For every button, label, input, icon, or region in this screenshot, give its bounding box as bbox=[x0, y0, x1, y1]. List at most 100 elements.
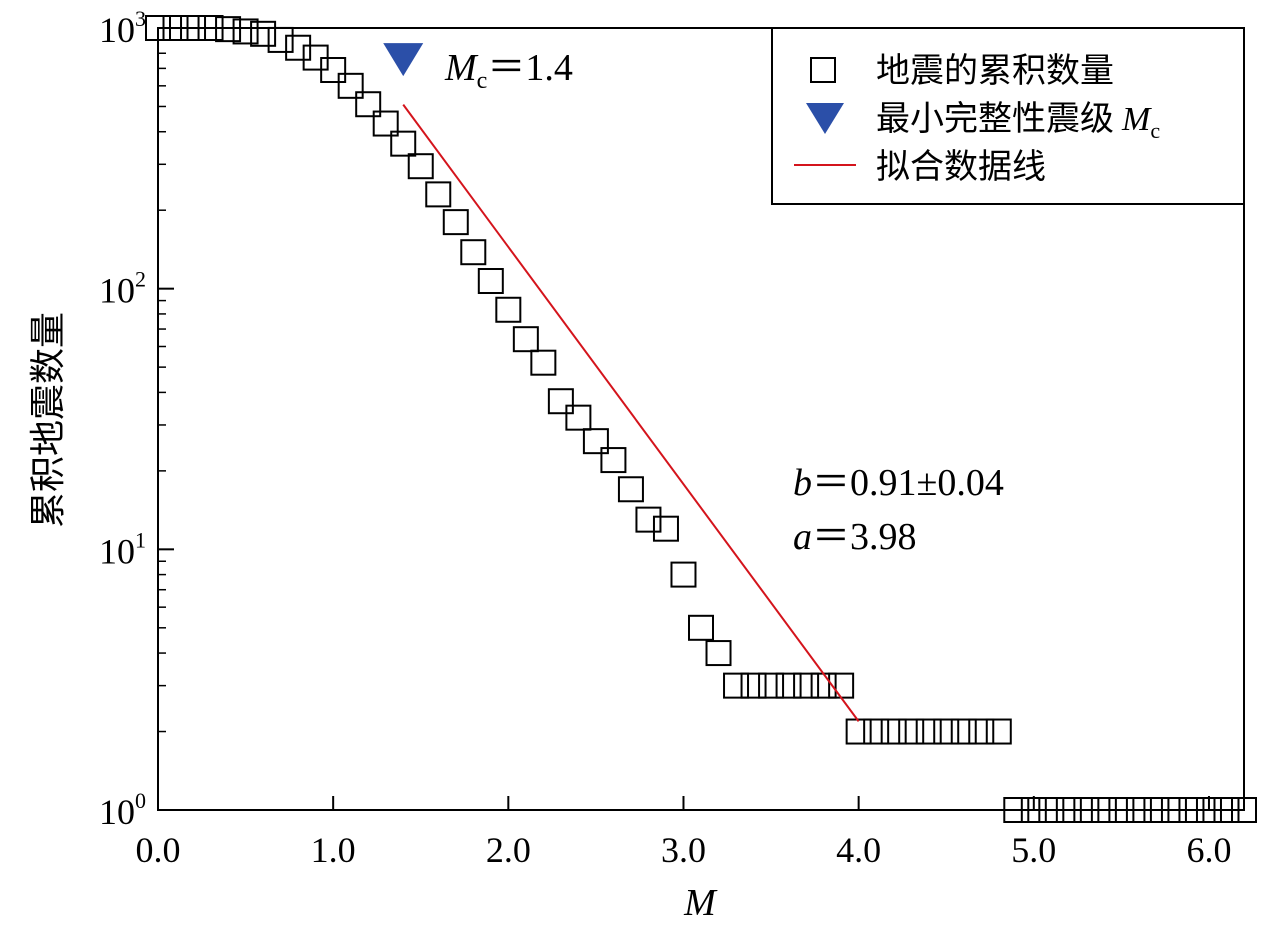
data-point bbox=[723, 672, 750, 699]
y-tick-label: 101 bbox=[99, 527, 146, 571]
y-tick-label: 100 bbox=[99, 788, 146, 832]
x-axis-ticks: 0.0 1.0 2.0 3.0 4.0 5.0 6.0 bbox=[136, 796, 1231, 870]
x-tick-label: 4.0 bbox=[836, 830, 881, 870]
data-point bbox=[407, 153, 434, 180]
data-point bbox=[390, 130, 417, 157]
data-point bbox=[985, 718, 1012, 745]
x-tick-label: 3.0 bbox=[661, 830, 706, 870]
data-point bbox=[1108, 797, 1135, 823]
mc-marker bbox=[383, 43, 424, 77]
legend-triangle-marker bbox=[806, 103, 844, 134]
x-tick-label: 5.0 bbox=[1011, 830, 1056, 870]
data-point bbox=[232, 18, 259, 45]
legend-box bbox=[771, 27, 1245, 205]
data-point bbox=[337, 72, 364, 99]
legend: 地震的累积数量 最小完整性震级 Mc 拟合数据线 bbox=[771, 27, 1245, 205]
mc-annotation-sub: c bbox=[477, 68, 488, 94]
legend-label-mc-symbol: M bbox=[1121, 101, 1152, 138]
data-point bbox=[145, 15, 171, 41]
mc-annotation-symbol: M bbox=[444, 47, 479, 89]
a-value-annotation: a＝3.98 bbox=[793, 516, 917, 558]
data-point bbox=[512, 326, 539, 353]
data-point bbox=[1143, 797, 1170, 823]
data-point bbox=[285, 34, 312, 61]
data-point bbox=[1231, 797, 1257, 823]
a-symbol: a bbox=[793, 516, 812, 558]
x-axis-title: M bbox=[683, 882, 718, 924]
legend-square-marker bbox=[810, 57, 836, 83]
data-point bbox=[793, 672, 820, 699]
data-point bbox=[162, 15, 189, 41]
data-point bbox=[1125, 797, 1152, 823]
data-point bbox=[582, 428, 609, 455]
legend-label-mc-text: 最小完整性震级 bbox=[876, 100, 1114, 138]
fit-line bbox=[402, 104, 860, 722]
b-value-annotation: b＝0.91±0.04 bbox=[793, 462, 1004, 504]
mc-annotation-value: ＝1.4 bbox=[487, 47, 573, 89]
data-point bbox=[635, 506, 662, 533]
data-point bbox=[758, 672, 785, 699]
y-tick-label: 103 bbox=[99, 6, 146, 50]
data-point bbox=[915, 718, 942, 745]
data-point bbox=[1090, 797, 1117, 823]
data-point bbox=[670, 561, 697, 588]
data-point bbox=[617, 476, 644, 503]
a-value-text: ＝3.98 bbox=[812, 516, 917, 558]
data-point bbox=[442, 209, 469, 236]
data-point bbox=[1038, 797, 1065, 823]
mc-annotation: Mc＝1.4 bbox=[444, 47, 573, 94]
plot-frame bbox=[157, 27, 1245, 811]
data-point bbox=[267, 26, 294, 53]
data-point bbox=[652, 515, 679, 542]
legend-label-mc: 最小完整性震级 Mc bbox=[876, 100, 1160, 143]
data-point bbox=[968, 718, 995, 745]
data-point bbox=[950, 718, 977, 745]
x-tick-label: 2.0 bbox=[486, 830, 531, 870]
data-point bbox=[565, 404, 592, 431]
data-point bbox=[933, 718, 960, 745]
data-point bbox=[1213, 797, 1240, 823]
y-tick-label: 102 bbox=[99, 267, 146, 311]
legend-label-fit: 拟合数据线 bbox=[876, 148, 1046, 186]
data-point bbox=[845, 718, 872, 745]
data-point bbox=[1020, 797, 1047, 823]
data-point bbox=[688, 614, 714, 641]
legend-label-cumulative: 地震的累积数量 bbox=[876, 52, 1114, 90]
data-point bbox=[775, 672, 802, 699]
data-points bbox=[145, 15, 1257, 823]
x-tick-label: 6.0 bbox=[1186, 830, 1231, 870]
data-point bbox=[530, 349, 557, 376]
data-point bbox=[197, 15, 224, 41]
y-axis-title: 累积地震数量 bbox=[28, 312, 68, 528]
data-point bbox=[215, 16, 242, 43]
data-point bbox=[1073, 797, 1100, 823]
data-point bbox=[320, 57, 347, 84]
x-tick-label: 1.0 bbox=[311, 830, 356, 870]
data-point bbox=[898, 718, 925, 745]
data-point bbox=[863, 718, 890, 745]
b-value-text: ＝0.91±0.04 bbox=[812, 462, 1004, 504]
data-point bbox=[880, 718, 907, 745]
data-point bbox=[355, 91, 382, 118]
data-point bbox=[1160, 797, 1187, 823]
data-point bbox=[495, 296, 522, 323]
data-point bbox=[740, 672, 767, 699]
data-point bbox=[600, 447, 627, 474]
data-point bbox=[1003, 797, 1030, 823]
data-point bbox=[250, 20, 277, 47]
data-point bbox=[1055, 797, 1082, 823]
y-axis-ticks: 100 101 102 103 bbox=[99, 6, 174, 832]
x-tick-label: 0.0 bbox=[136, 830, 181, 870]
data-point bbox=[460, 239, 487, 266]
legend-label-mc-sub: c bbox=[1150, 118, 1160, 143]
data-point bbox=[1195, 797, 1222, 823]
data-point bbox=[547, 388, 574, 415]
data-point bbox=[425, 181, 452, 208]
data-point bbox=[180, 15, 207, 41]
b-symbol: b bbox=[793, 462, 812, 504]
data-point bbox=[372, 110, 399, 137]
data-point bbox=[705, 640, 732, 667]
data-point bbox=[1178, 797, 1205, 823]
